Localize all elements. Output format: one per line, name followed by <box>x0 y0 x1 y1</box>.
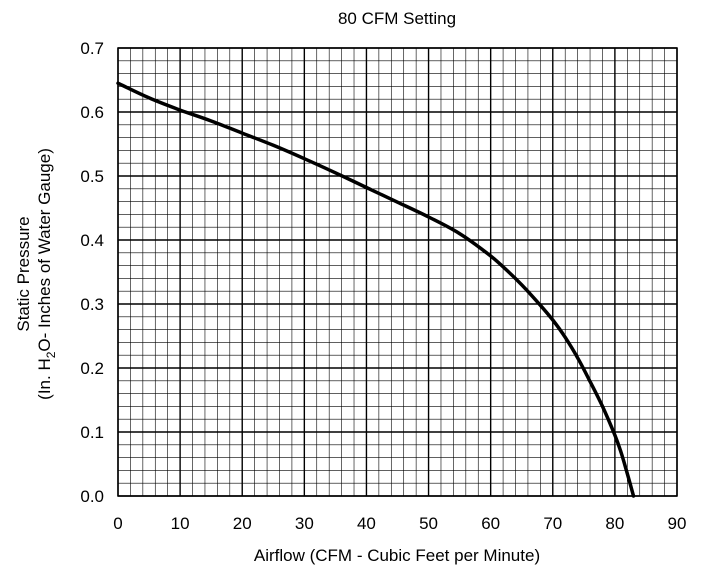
y-tick-label: 0.0 <box>80 487 104 506</box>
x-tick-label: 40 <box>357 514 376 533</box>
y-axis-label-line2: (In. H2O- Inches of Water Gauge) <box>35 148 58 400</box>
x-axis-label: Airflow (CFM - Cubic Feet per Minute) <box>254 546 540 565</box>
x-tick-label: 80 <box>605 514 624 533</box>
y-tick-label: 0.1 <box>80 423 104 442</box>
x-tick-label: 30 <box>295 514 314 533</box>
y-tick-label: 0.3 <box>80 295 104 314</box>
minor-grid <box>118 48 677 496</box>
x-tick-label: 70 <box>543 514 562 533</box>
x-tick-label: 20 <box>233 514 252 533</box>
y-tick-label: 0.6 <box>80 103 104 122</box>
y-axis-label: Static Pressure (In. H2O- Inches of Wate… <box>14 148 58 400</box>
major-grid <box>117 47 678 497</box>
chart-title: 80 CFM Setting <box>338 9 456 28</box>
y-tick-label: 0.4 <box>80 231 104 250</box>
x-tick-labels: 0 10 20 30 40 50 60 70 80 90 <box>113 514 686 533</box>
y-axis-label-suffix: O- Inches of Water Gauge) <box>35 148 54 351</box>
y-axis-label-prefix: (In. H <box>35 358 54 400</box>
y-tick-labels: 0.0 0.1 0.2 0.3 0.4 0.5 0.6 0.7 <box>80 39 104 506</box>
y-tick-label: 0.7 <box>80 39 104 58</box>
y-tick-label: 0.5 <box>80 167 104 186</box>
series-line <box>116 81 636 498</box>
x-tick-label: 0 <box>113 514 122 533</box>
x-tick-label: 50 <box>419 514 438 533</box>
plot-frame <box>117 47 678 497</box>
y-axis-label-subscript: 2 <box>44 351 58 358</box>
x-tick-label: 10 <box>171 514 190 533</box>
y-axis-label-line1: Static Pressure <box>14 216 33 331</box>
x-tick-label: 60 <box>481 514 500 533</box>
y-tick-label: 0.2 <box>80 359 104 378</box>
x-tick-label: 90 <box>668 514 687 533</box>
